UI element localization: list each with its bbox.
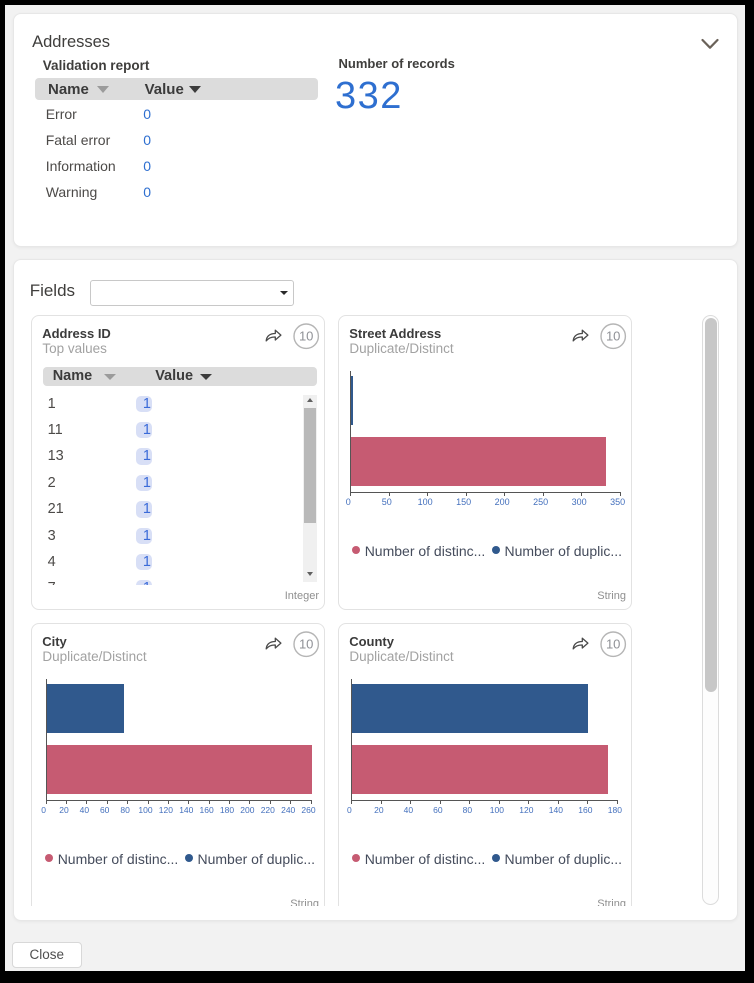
svg-text:10: 10	[606, 637, 620, 652]
svg-text:10: 10	[606, 329, 620, 344]
svg-text:10: 10	[299, 637, 313, 652]
svg-text:10: 10	[299, 329, 313, 344]
